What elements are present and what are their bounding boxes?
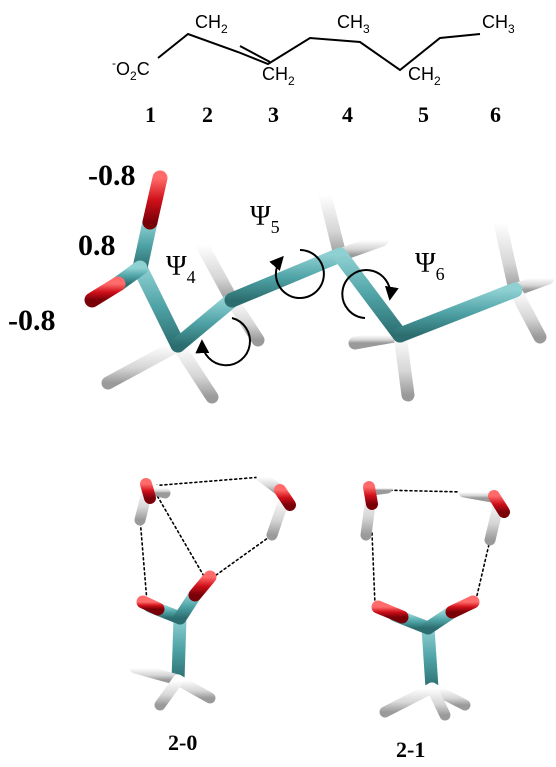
rotation-arrows: [195, 249, 399, 367]
psi-4-label: Ψ4: [166, 251, 196, 287]
cluster-label-2-1: 2-1: [396, 737, 425, 762]
carbon-number: 4: [342, 102, 353, 127]
cluster-2-1: [360, 481, 510, 721]
carbon-sticks: [132, 247, 523, 353]
skeletal-formula: -O2C CH2 CH2 CH3 CH2 CH3: [112, 12, 515, 88]
cluster-2-0: [129, 471, 296, 711]
rotation-arrow-psi4: [195, 317, 251, 367]
psi-6-label: Ψ6: [415, 248, 445, 284]
ch2-label-carbon-2: CH2: [195, 12, 228, 36]
hydrogen-bonds: [139, 476, 273, 603]
hydrogen-bonds: [371, 489, 491, 606]
stick-model: [84, 170, 555, 404]
carbon-numbers: 1 2 3 4 5 6: [145, 102, 501, 127]
carbon-number: 1: [145, 102, 156, 127]
ch3-label-carbon-4: CH3: [337, 12, 370, 36]
psi-5-label: Ψ5: [250, 201, 280, 237]
carboxylate-label: -O2C: [112, 56, 150, 83]
ch2-label-carbon-3: CH2: [262, 64, 295, 88]
rotation-arrow-psi6: [341, 269, 399, 319]
zigzag-bonds: [157, 32, 481, 72]
ch2-label-carbon-5: CH2: [408, 64, 441, 88]
carbon-number: 6: [490, 102, 501, 127]
ch3-label-carbon-6: CH3: [482, 12, 515, 36]
rotation-arrow-psi5: [269, 249, 325, 299]
cluster-label-2-0: 2-0: [168, 730, 197, 755]
charge-carbon: 0.8: [78, 229, 116, 262]
charge-bottom-oxygen: -0.8: [8, 304, 56, 337]
bond-segment: [239, 45, 271, 63]
carbon-number: 2: [202, 102, 213, 127]
carboxylate-group: [84, 170, 168, 308]
carbon-number: 5: [418, 102, 429, 127]
carbon-number: 3: [268, 102, 279, 127]
charge-top-oxygen: -0.8: [88, 159, 136, 192]
